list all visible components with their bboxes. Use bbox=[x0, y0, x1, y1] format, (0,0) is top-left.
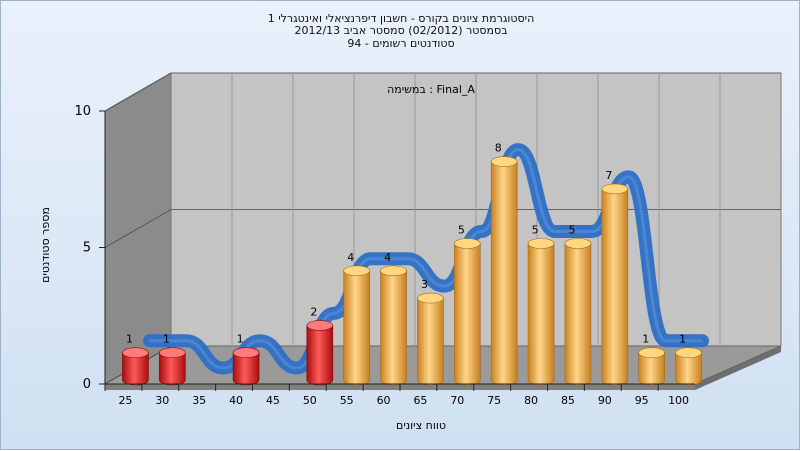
bar-55 bbox=[343, 265, 370, 386]
bar-65 bbox=[417, 292, 444, 386]
bar-top bbox=[527, 238, 555, 249]
bar-value-label: 2 bbox=[310, 305, 317, 318]
bar-body bbox=[380, 270, 407, 386]
bar-body bbox=[675, 352, 702, 386]
bar-top bbox=[564, 238, 592, 249]
bar-value-label: 1 bbox=[237, 333, 244, 346]
bar-top bbox=[638, 347, 665, 359]
x-tick-label: 45 bbox=[266, 394, 280, 407]
bar-top bbox=[454, 238, 481, 249]
x-tick-label: 95 bbox=[635, 394, 649, 407]
y-tick-label: 10 bbox=[74, 104, 91, 119]
bar-value-label: 4 bbox=[384, 251, 391, 264]
bar-top bbox=[675, 347, 702, 359]
bar-body bbox=[306, 325, 334, 386]
chart-title-line-2: בסמסטר (02/2012) סמסטר אביב 2012/13 bbox=[294, 24, 508, 37]
bar-value-label: 8 bbox=[495, 142, 502, 155]
x-tick-label: 30 bbox=[155, 394, 169, 407]
curve-highlight bbox=[149, 148, 703, 370]
bar-top bbox=[417, 292, 444, 304]
bar-top bbox=[159, 347, 186, 359]
bar-body bbox=[417, 297, 444, 386]
x-tick-label: 70 bbox=[450, 394, 464, 407]
bar-value-label: 1 bbox=[163, 333, 170, 346]
distribution-curve bbox=[142, 143, 710, 375]
bar-value-label: 7 bbox=[605, 169, 612, 182]
bar-top bbox=[306, 320, 334, 331]
bar-body bbox=[490, 161, 518, 386]
bar-top bbox=[232, 347, 260, 359]
bar-80 bbox=[527, 238, 555, 386]
gridline-left-10 bbox=[104, 72, 172, 112]
bar-value-label: 5 bbox=[568, 224, 575, 237]
bar-100 bbox=[675, 347, 702, 386]
bar-top bbox=[122, 347, 149, 359]
gridline-left-5 bbox=[104, 209, 172, 248]
x-tick-label: 100 bbox=[668, 394, 689, 407]
bar-body bbox=[564, 243, 592, 386]
y-axis-title: מספר סטודנטים bbox=[39, 207, 52, 283]
bar-top bbox=[601, 183, 629, 195]
x-tick-label: 75 bbox=[487, 394, 501, 407]
y-tick-label: 0 bbox=[83, 377, 91, 392]
x-tick-label: 50 bbox=[303, 394, 317, 407]
bar-30 bbox=[159, 347, 186, 386]
bar-value-label: 3 bbox=[421, 278, 428, 291]
bar-value-label: 5 bbox=[458, 224, 465, 237]
bar-body bbox=[601, 188, 629, 386]
bar-60 bbox=[380, 265, 407, 386]
bar-top bbox=[343, 265, 370, 277]
chart-subtitle: במשימה : Final_A bbox=[387, 83, 475, 96]
bar-body bbox=[454, 243, 481, 386]
bar-body bbox=[638, 352, 665, 386]
x-tick-label: 55 bbox=[340, 394, 354, 407]
bar-top bbox=[490, 156, 518, 167]
bar-85 bbox=[564, 238, 592, 386]
x-tick-label: 85 bbox=[561, 394, 575, 407]
bars-group: 1 1 1 2 4 4 3 5 8 5 5 7 1 1 bbox=[122, 142, 702, 386]
bar-value-label: 1 bbox=[679, 333, 686, 346]
bar-body bbox=[159, 352, 186, 386]
bar-90 bbox=[601, 183, 629, 386]
chart-title-line-3: סטודנטים רשומים - 94 bbox=[347, 37, 455, 50]
bar-value-label: 4 bbox=[347, 251, 354, 264]
bar-top bbox=[380, 265, 407, 277]
bar-40 bbox=[232, 347, 260, 386]
x-tick-label: 35 bbox=[192, 394, 206, 407]
bar-75 bbox=[490, 156, 518, 386]
chart-title-line-1: היסטוגרמת ציונים בקורס - חשבון דיפרנציאל… bbox=[267, 12, 535, 25]
floor-side-edge bbox=[695, 346, 781, 390]
x-tick-label: 65 bbox=[413, 394, 427, 407]
bar-50 bbox=[306, 320, 334, 386]
x-axis-title: טווח ציונים bbox=[396, 419, 446, 432]
bar-value-label: 5 bbox=[532, 224, 539, 237]
x-tick-label: 80 bbox=[524, 394, 538, 407]
bar-95 bbox=[638, 347, 665, 386]
y-tick-label: 5 bbox=[83, 241, 91, 256]
bar-value-label: 1 bbox=[126, 333, 133, 346]
bar-70 bbox=[454, 238, 481, 386]
bar-25 bbox=[122, 347, 149, 386]
bar-body bbox=[343, 270, 370, 386]
bar-value-label: 1 bbox=[642, 333, 649, 346]
bar-body bbox=[122, 352, 149, 386]
x-tick-label: 25 bbox=[118, 394, 132, 407]
bar-body bbox=[232, 352, 260, 386]
x-tick-label: 40 bbox=[229, 394, 243, 407]
bar-body bbox=[527, 243, 555, 386]
x-tick-label: 60 bbox=[377, 394, 391, 407]
x-tick-label: 90 bbox=[598, 394, 612, 407]
